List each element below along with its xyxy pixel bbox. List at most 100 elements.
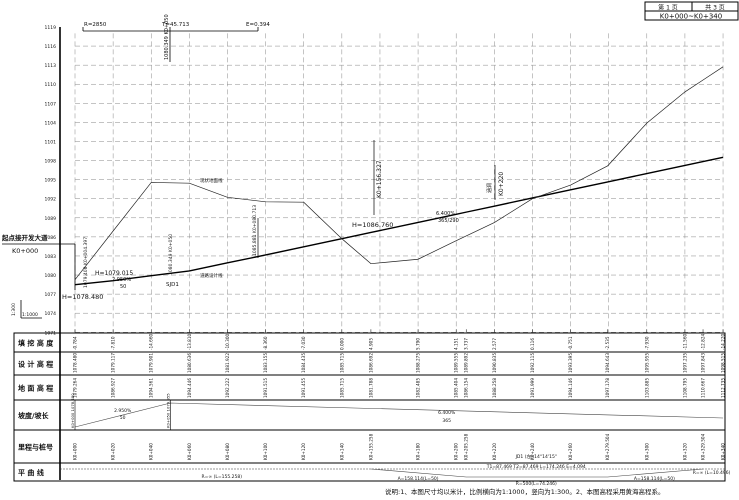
fill-value: -8.360 (263, 336, 268, 350)
vertical-scale: 1:300 (11, 303, 17, 316)
row-label: 设 计 高 程 (18, 360, 53, 369)
design-value: 1093.395 (568, 353, 573, 373)
station-value: K0+240 (530, 443, 535, 460)
slope-line (74, 402, 724, 428)
len1-label: 50 (120, 284, 126, 290)
ground-value: 1085.715 (339, 378, 344, 398)
start-station: K0+000 (12, 247, 38, 255)
vc-tangent: T=45.713 (161, 22, 190, 28)
ground-value: 1091.999 (530, 378, 535, 398)
ground-line (74, 66, 724, 280)
table-border (13, 332, 726, 482)
ground-value: 1088.258 (492, 378, 497, 398)
design-value: 1086.692 (368, 353, 373, 373)
h-pvi1: H=1079.015 (95, 270, 133, 277)
plan-segment: R=∞ (L=10.496) (693, 470, 731, 476)
len2-label: 365/290 (438, 218, 459, 224)
ground-line-label: 现状地面线 (200, 177, 223, 184)
design-value: 1088.275 (416, 353, 421, 373)
station-value: K0+260 (568, 443, 573, 460)
slope-grade: 6.400% (438, 410, 456, 416)
fill-value: 2.577 (492, 338, 497, 350)
design-line-label: 道路设计线 (200, 272, 223, 279)
slope-length: 50 (120, 415, 126, 421)
fill-value: -7.030 (301, 336, 306, 350)
design-value: 1080.636 (187, 353, 192, 373)
station-value: K0+040 (149, 443, 154, 460)
station-value: K0+060 (187, 443, 192, 460)
fill-value: -2.535 (605, 336, 610, 350)
elevation-tick-label: 1080 (45, 273, 57, 279)
station-value: K0+205.258 (464, 433, 469, 460)
vc-point: 1080.349 K0+050 (164, 14, 170, 60)
elevation-tick-label: 1104 (45, 120, 57, 126)
design-value: 1094.643 (605, 353, 610, 373)
design-value: 1090.835 (492, 353, 497, 373)
fill-value: 4.151 (454, 338, 459, 350)
culvert-label: 涵洞 (486, 183, 493, 193)
ground-value: 1094.146 (568, 378, 573, 398)
point-a: 1079.408 K0+004.397 (83, 237, 89, 288)
elevation-tick-label: 1095 (45, 178, 57, 184)
row-label: 里程与桩号 (18, 443, 53, 452)
station-range: K0+000~K0+340 (660, 13, 722, 21)
design-value: 1098.515 (721, 353, 726, 373)
station-value: K0+279.504 (605, 433, 610, 460)
ground-value: 1085.404 (454, 378, 459, 398)
design-value: 1095.955 (644, 353, 649, 373)
elevation-tick-label: 1116 (45, 44, 57, 50)
fill-value: -10.300 (225, 334, 230, 350)
row-label: 填 挖 高 度 (18, 339, 54, 348)
design-value: 1079.117 (111, 353, 116, 373)
fill-value: -14.220 (721, 334, 726, 350)
sjd-label: SJD1 (166, 282, 179, 288)
elevation-tick-label: 1077 (45, 292, 57, 298)
station-value: K0+300 (644, 443, 649, 460)
fill-value: 5.790 (416, 338, 421, 350)
design-value: 1089.892 (464, 353, 469, 373)
slope-point: K0+000 1078.480 (70, 393, 75, 428)
fill-value: 0.116 (530, 338, 535, 350)
station-value: K0+220 (492, 443, 497, 460)
station-value: K0+000 (73, 443, 78, 460)
fill-value: -0.784 (73, 336, 78, 350)
vertical-curve-bracket: R=2850 T=45.713 E=0.394 1080.349 K0+050 (82, 14, 270, 62)
fill-value: -7.810 (111, 336, 116, 350)
plan-params: T1=87.469 T2=87.469 L=174.246 E=4.094 (486, 464, 586, 470)
station-value: K0+140 (339, 443, 344, 460)
row-label: 平 曲 线 (18, 468, 44, 477)
station-value: K0+200 (454, 443, 459, 460)
station-value: K0+080 (225, 443, 230, 460)
h-pvi2: H=1086.760 (352, 221, 393, 229)
elevation-tick-label: 1107 (45, 101, 57, 107)
station-value: K0+329.504 (701, 433, 706, 460)
slope-length: 365 (442, 418, 451, 424)
ground-value: 1091.515 (263, 378, 268, 398)
ground-value: 1097.178 (605, 378, 610, 398)
elevation-tick-label: 1074 (45, 311, 57, 317)
plan-curve (370, 468, 704, 478)
station-value: K0+020 (111, 443, 116, 460)
station-value: K0+120 (301, 443, 306, 460)
row-label: 地 面 高 程 (18, 384, 53, 393)
plan-segment: R=500(L=74.246) (516, 481, 557, 487)
point-c: 1085.881 K0+080.713 (252, 205, 258, 256)
design-value: 1079.901 (149, 353, 154, 373)
elevation-tick-label: 1086 (45, 235, 57, 241)
annotations: 起点接开发大道 K0+000 H=1078.480 H=1079.015 2.9… (1, 140, 505, 319)
station-value: K0+340 (721, 443, 726, 460)
fill-value: -11.560 (682, 334, 687, 350)
vc-external: E=0.394 (246, 22, 270, 28)
design-value: 1084.435 (301, 353, 306, 373)
vc-radius: R=2850 (84, 22, 107, 28)
page-number: 第 1 页 (658, 4, 678, 12)
fill-value: -7.930 (644, 336, 649, 350)
fill-value: 3.737 (464, 338, 469, 350)
h-start: H=1078.480 (62, 293, 103, 301)
elevation-tick-label: 1101 (45, 139, 57, 145)
ground-value: 1086.154 (464, 378, 469, 398)
design-value: 1081.922 (225, 353, 230, 373)
fill-value: -14.660 (149, 334, 154, 350)
start-label: 起点接开发大道 (1, 233, 48, 242)
